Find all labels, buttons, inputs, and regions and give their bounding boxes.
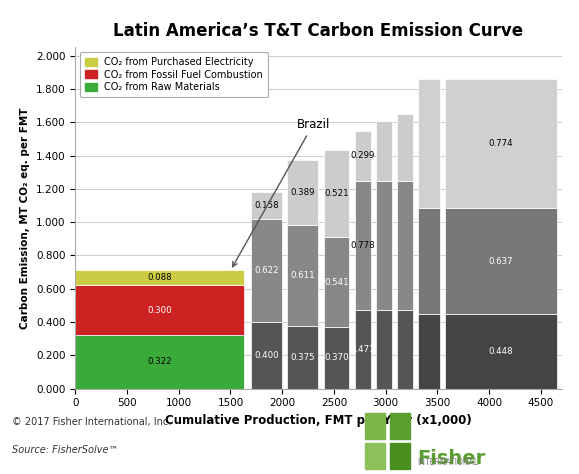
- Bar: [324, 327, 350, 389]
- Text: 0.622: 0.622: [254, 266, 279, 275]
- Text: Brazil: Brazil: [233, 118, 330, 267]
- Text: 0.158: 0.158: [254, 201, 279, 210]
- Text: 0.088: 0.088: [147, 273, 172, 283]
- Text: 0.299: 0.299: [351, 151, 375, 160]
- Bar: [324, 237, 350, 327]
- Text: 0.322: 0.322: [147, 357, 172, 366]
- Bar: [445, 79, 558, 208]
- Bar: [397, 181, 413, 310]
- Bar: [75, 271, 244, 285]
- Bar: [324, 150, 350, 237]
- Legend: CO₂ from Purchased Electricity, CO₂ from Fossil Fuel Combustion, CO₂ from Raw Ma: CO₂ from Purchased Electricity, CO₂ from…: [80, 52, 268, 97]
- Bar: [445, 314, 558, 389]
- Bar: [75, 285, 244, 335]
- Text: 0.300: 0.300: [147, 306, 172, 315]
- Y-axis label: Carbon Emission, MT CO₂ eq. per FMT: Carbon Emission, MT CO₂ eq. per FMT: [20, 107, 30, 329]
- Bar: [251, 192, 282, 219]
- Text: 0.471: 0.471: [351, 345, 375, 354]
- Bar: [397, 114, 413, 181]
- Bar: [251, 322, 282, 389]
- Bar: [287, 160, 318, 225]
- Text: 0.448: 0.448: [489, 347, 514, 356]
- Bar: [418, 314, 439, 389]
- Text: 0.637: 0.637: [489, 256, 514, 265]
- Text: 0.375: 0.375: [291, 353, 315, 362]
- Text: Fisher: Fisher: [417, 449, 486, 468]
- Bar: [355, 181, 371, 310]
- Bar: [287, 225, 318, 326]
- Bar: [376, 310, 392, 389]
- Bar: [251, 219, 282, 322]
- Text: 0.541: 0.541: [324, 278, 349, 287]
- Bar: [445, 208, 558, 314]
- Text: 0.400: 0.400: [254, 351, 279, 360]
- Text: 0.778: 0.778: [351, 241, 375, 250]
- Bar: [418, 208, 439, 314]
- Bar: [397, 310, 413, 389]
- Bar: [418, 79, 439, 208]
- Text: © 2017 Fisher International, Inc.: © 2017 Fisher International, Inc.: [12, 417, 171, 427]
- Text: Source: FisherSolve™: Source: FisherSolve™: [12, 445, 118, 455]
- Bar: [355, 131, 371, 181]
- X-axis label: Cumulative Production, FMT per Year (x1,000): Cumulative Production, FMT per Year (x1,…: [165, 414, 472, 427]
- Text: 0.521: 0.521: [324, 189, 349, 198]
- Bar: [376, 121, 392, 181]
- Bar: [355, 310, 371, 389]
- Bar: [287, 326, 318, 389]
- Title: Latin America’s T&T Carbon Emission Curve: Latin America’s T&T Carbon Emission Curv…: [113, 22, 523, 40]
- Text: 0.774: 0.774: [489, 139, 514, 148]
- Text: 0.370: 0.370: [324, 354, 349, 363]
- Bar: [376, 181, 392, 310]
- Text: INTERNATIONAL: INTERNATIONAL: [417, 458, 479, 467]
- Bar: [75, 335, 244, 389]
- Text: 0.389: 0.389: [291, 188, 315, 197]
- Text: 0.611: 0.611: [291, 271, 315, 280]
